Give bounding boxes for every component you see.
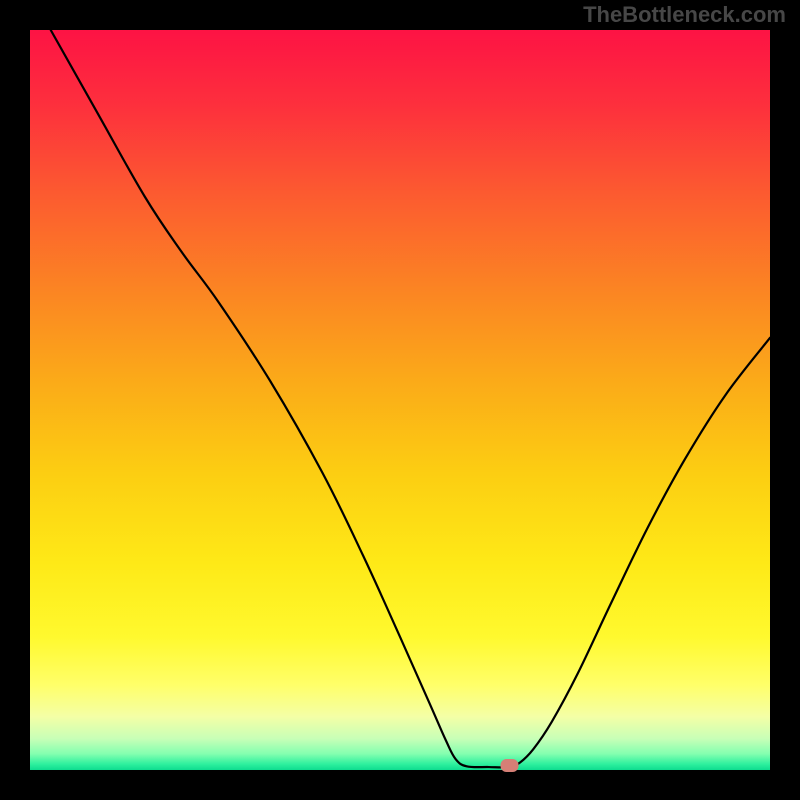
bottleneck-curve-chart — [0, 0, 800, 800]
watermark-text: TheBottleneck.com — [583, 2, 786, 28]
plot-background — [30, 30, 770, 770]
optimum-marker — [501, 759, 519, 772]
